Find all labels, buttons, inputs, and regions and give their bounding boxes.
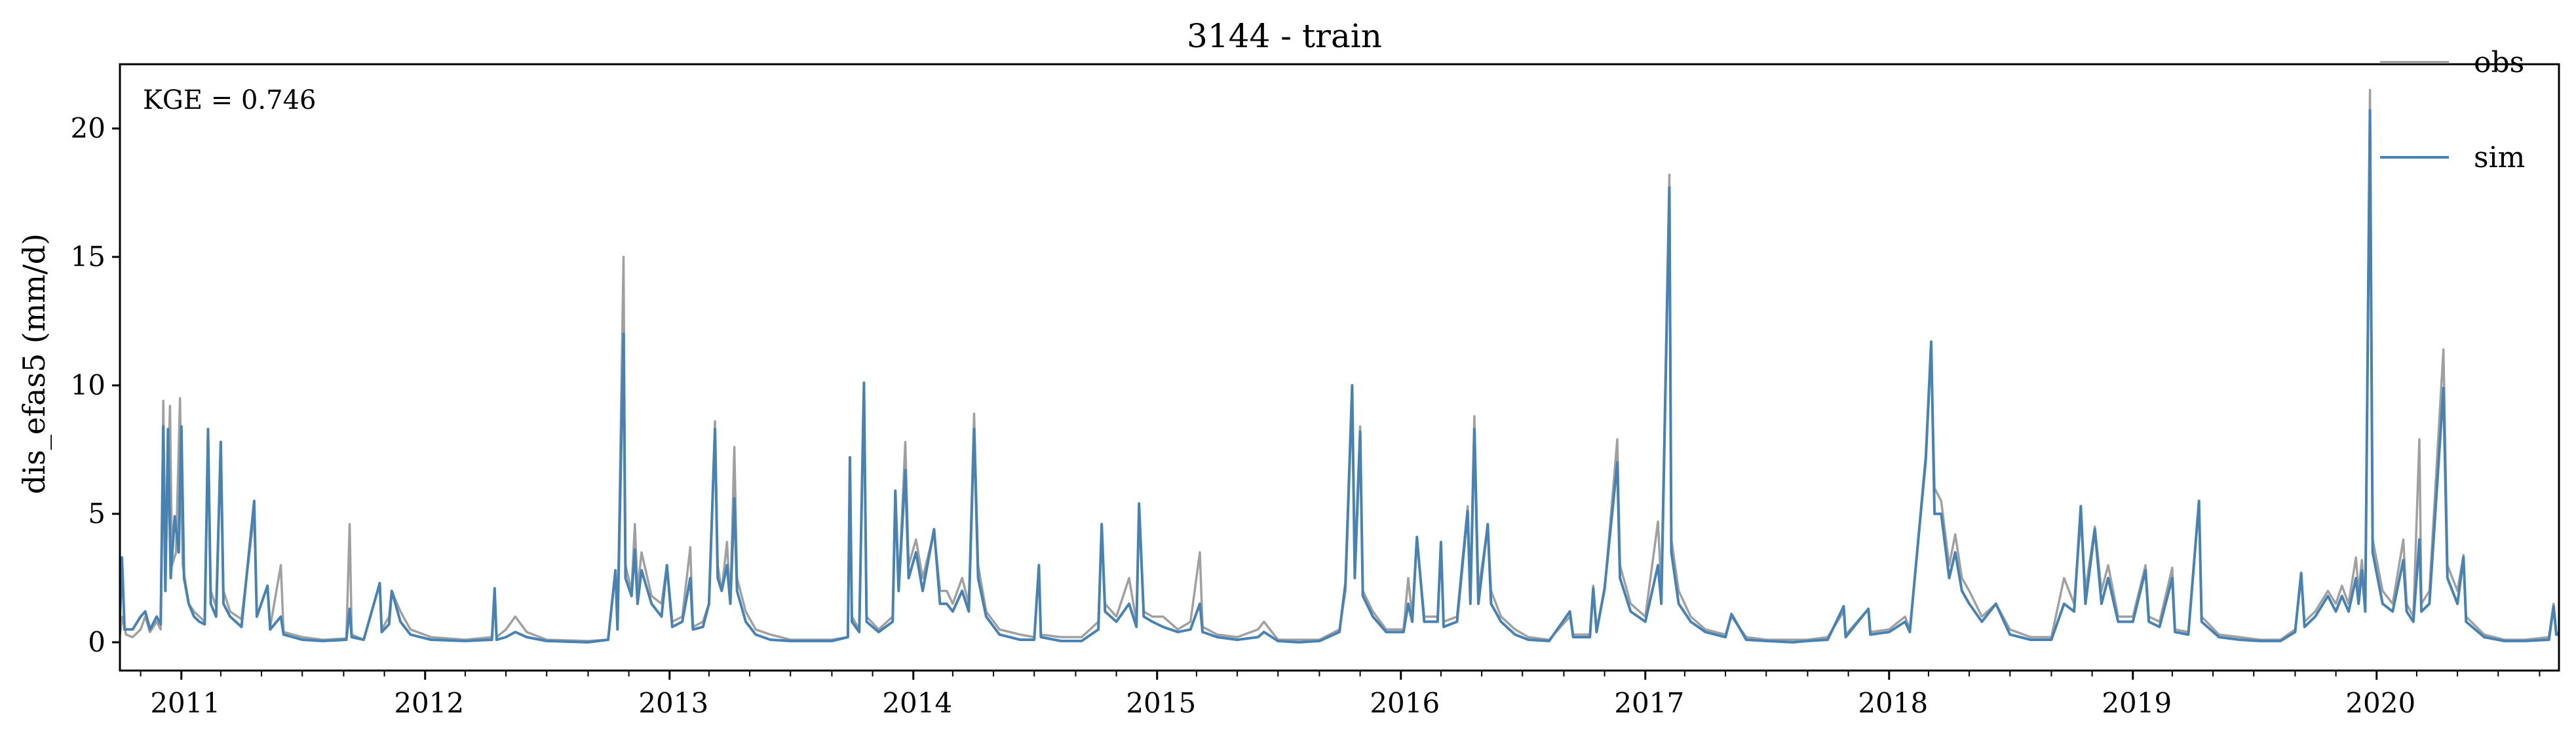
chart-title: 3144 - train (1187, 17, 1382, 55)
series-layer (120, 88, 2559, 644)
y-axis: 0 5 10 15 20 (71, 112, 120, 658)
x-tick-label: 2013 (638, 687, 708, 719)
legend-label-obs: obs (2474, 46, 2524, 79)
series-line-obs (120, 88, 2559, 642)
y-axis-label: dis_efas5 (mm/d) (16, 233, 52, 494)
x-tick-label: 2014 (882, 687, 952, 719)
series-line-sim (120, 109, 2559, 644)
y-tick-label: 20 (71, 112, 106, 144)
x-tick-label: 2015 (1126, 687, 1196, 719)
y-tick-label: 0 (88, 626, 106, 658)
y-tick-label: 10 (71, 369, 106, 401)
legend: obs sim (2380, 46, 2525, 174)
x-tick-label: 2017 (1614, 687, 1684, 719)
x-tick-label: 2012 (394, 687, 464, 719)
y-tick-label: 15 (71, 241, 106, 273)
legend-label-sim: sim (2474, 141, 2525, 174)
x-axis: 2011 2012 2013 2014 2015 2016 2017 2018 2019 2020 (140, 671, 2541, 719)
x-tick-label: 2018 (1858, 687, 1928, 719)
x-tick-label: 2020 (2345, 687, 2415, 719)
x-tick-label: 2016 (1370, 687, 1440, 719)
plot-frame (119, 63, 2560, 672)
y-tick-label: 5 (88, 498, 106, 530)
kge-annotation: KGE = 0.746 (143, 85, 317, 115)
x-tick-label: 2011 (150, 687, 220, 719)
x-tick-label: 2019 (2102, 687, 2172, 719)
